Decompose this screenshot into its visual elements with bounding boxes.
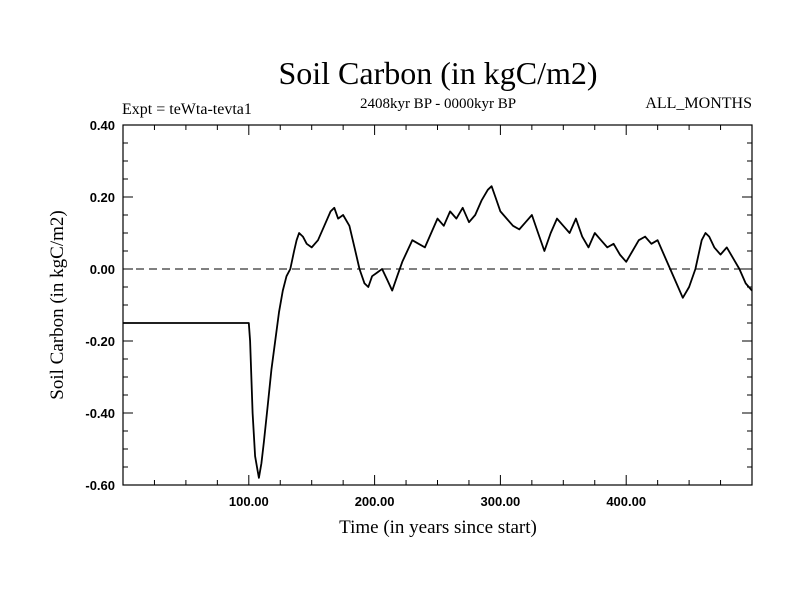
x-tick-label-300: 300.00 [481,494,521,509]
experiment-label: Expt = teWta-tevta1 [122,101,252,118]
months-label: ALL_MONTHS [645,95,752,112]
y-tick-label-020: 0.20 [90,190,115,205]
y-axis-ticks [123,142,752,468]
y-tick-label-000: 0.00 [90,262,115,277]
x-tick-label-200: 200.00 [355,494,395,509]
y-tick-label-040: 0.40 [90,118,115,133]
soil-carbon-series-line [123,185,753,479]
x-axis-title: Time (in years since start) [339,517,537,538]
chart-title: Soil Carbon (in kgC/m2) [278,55,597,91]
y-tick-label-neg040: -0.40 [85,406,115,421]
y-axis-title: Soil Carbon (in kgC/m2) [47,210,68,399]
y-axis-tick-labels: -0.60 -0.40 -0.20 0.00 0.20 0.40 [85,118,115,493]
x-tick-label-400: 400.00 [606,494,646,509]
y-tick-label-neg060: -0.60 [85,478,115,493]
y-tick-label-neg020: -0.20 [85,334,115,349]
x-tick-label-100: 100.00 [229,494,269,509]
chart-subtitle: 2408kyr BP - 0000kyr BP [360,96,516,112]
x-axis-ticks [153,125,722,485]
x-axis-tick-labels: 100.00 200.00 300.00 400.00 [229,494,646,509]
plot-frame [122,124,753,486]
